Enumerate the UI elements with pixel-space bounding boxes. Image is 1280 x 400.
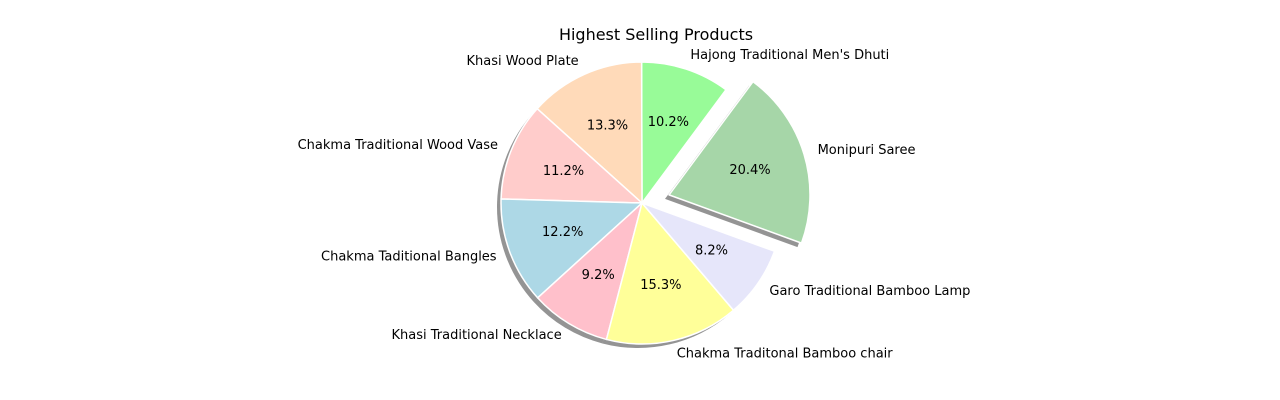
percent-labels: 20.4% 10.2% 13.3% 11.2% 12.2% 9.2% 15.3% 8.2% xyxy=(542,115,771,293)
slice-chakma-taditional-bangles xyxy=(500,198,643,299)
slice-label-khasi-traditional-necklace: Khasi Traditional Necklace xyxy=(392,328,562,343)
slice-label-chakma-taditional-bangles: Chakma Taditional Bangles xyxy=(321,249,497,264)
slice-label-khasi-wood-plate: Khasi Wood Plate xyxy=(467,54,579,69)
pie-slices xyxy=(500,61,811,345)
slice-chakma-traditional-wood-vase xyxy=(500,107,643,204)
slice-chakma-traditonal-bamboo-chair xyxy=(605,202,735,345)
slice-label-hajong-traditional-men-s-dhuti: Hajong Traditional Men's Dhuti xyxy=(690,48,889,63)
percent-label-khasi-wood-plate: 13.3% xyxy=(587,118,628,133)
slice-monipuri-saree xyxy=(668,80,811,244)
percent-label-hajong-traditional-men-s-dhuti: 10.2% xyxy=(648,115,689,130)
slice-khasi-traditional-necklace xyxy=(536,202,643,341)
percent-label-chakma-traditonal-bamboo-chair: 15.3% xyxy=(640,278,681,293)
chart-title: Highest Selling Products xyxy=(559,25,753,44)
percent-label-khasi-traditional-necklace: 9.2% xyxy=(582,268,615,283)
slice-label-garo-traditional-bamboo-lamp: Garo Traditional Bamboo Lamp xyxy=(769,284,970,299)
slice-label-chakma-traditional-wood-vase: Chakma Traditional Wood Vase xyxy=(298,138,498,153)
slice-khasi-wood-plate xyxy=(536,61,643,204)
percent-label-garo-traditional-bamboo-lamp: 8.2% xyxy=(695,244,728,259)
percent-label-chakma-traditional-wood-vase: 11.2% xyxy=(543,164,584,179)
slice-labels: Monipuri Saree Hajong Traditional Men's D… xyxy=(298,48,971,362)
percent-label-monipuri-saree: 20.4% xyxy=(729,163,770,178)
slice-label-monipuri-saree: Monipuri Saree xyxy=(818,143,916,158)
percent-label-chakma-taditional-bangles: 12.2% xyxy=(542,225,583,240)
slice-label-chakma-traditonal-bamboo-chair: Chakma Traditonal Bamboo chair xyxy=(677,347,894,362)
slice-garo-traditional-bamboo-lamp xyxy=(641,202,776,311)
slice-hajong-traditional-men-s-dhuti xyxy=(640,61,727,204)
